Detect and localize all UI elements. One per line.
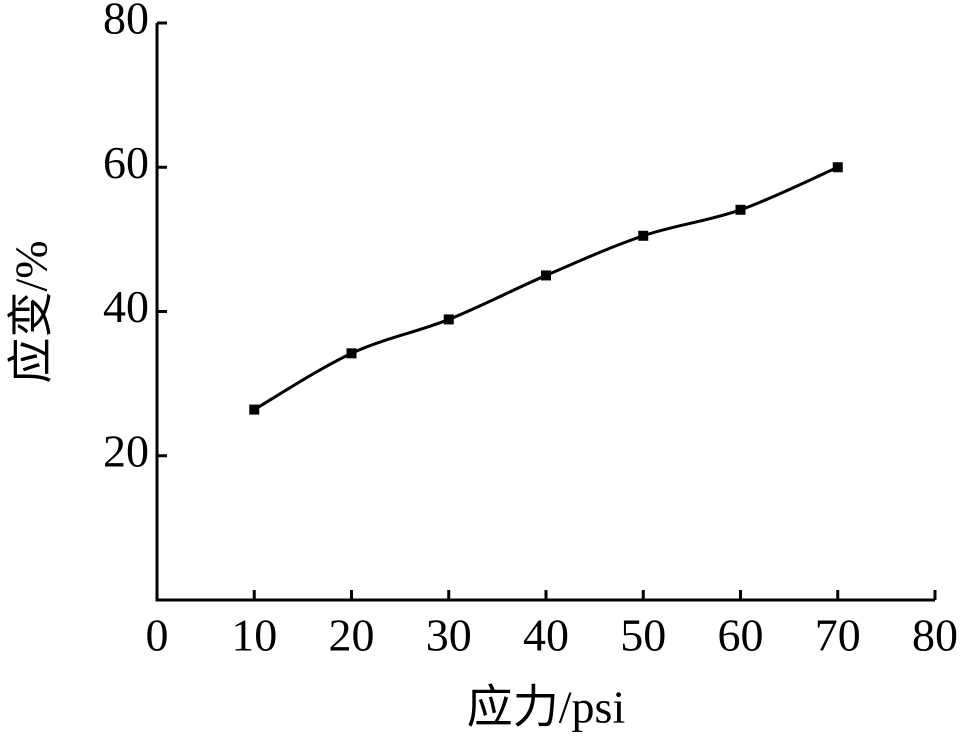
data-line — [253, 165, 839, 411]
x-axis-label: 应力/psi — [467, 682, 625, 733]
x-tick-label: 30 — [426, 610, 472, 661]
x-tick-label: 10 — [231, 610, 277, 661]
x-tick-label: 70 — [815, 610, 861, 661]
y-tick-label: 20 — [103, 425, 149, 476]
data-point — [638, 230, 649, 241]
x-tick-label: 0 — [146, 610, 169, 661]
y-tick-label: 80 — [103, 0, 149, 44]
x-tick-label: 80 — [912, 610, 958, 661]
y-axis-label: 应变/% — [6, 240, 57, 383]
data-point — [832, 162, 843, 173]
data-point — [346, 348, 357, 359]
y-tick-label: 40 — [103, 281, 149, 332]
data-point — [249, 404, 260, 415]
y-tick-label: 60 — [103, 137, 149, 188]
x-tick-label: 50 — [620, 610, 666, 661]
x-tick-label: 40 — [523, 610, 569, 661]
data-point — [735, 204, 746, 215]
x-tick-label: 20 — [329, 610, 375, 661]
data-point — [443, 314, 454, 325]
data-point — [541, 270, 551, 281]
x-tick-label: 60 — [718, 610, 764, 661]
